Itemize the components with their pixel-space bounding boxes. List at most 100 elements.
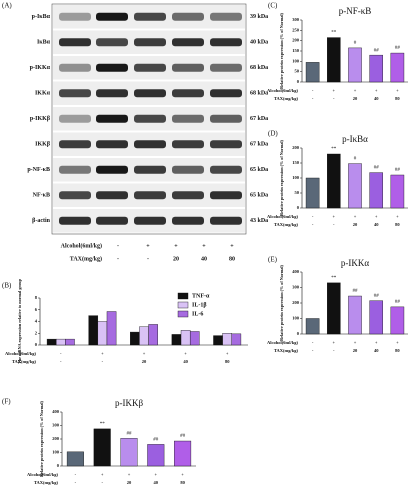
chart-title: p-IKKα [341, 258, 369, 268]
y-axis-label: Relative protein expression (% of Normal… [39, 401, 44, 477]
blot-kda: 67 kDa [250, 116, 268, 122]
condition-value: 80 [180, 480, 185, 485]
condition-value: - [312, 88, 314, 93]
condition-value: + [181, 472, 184, 477]
y-tick-label: 0 [297, 79, 300, 84]
y-tick-label: 400 [292, 269, 300, 274]
condition-label: Alcohol(6ml/kg) [27, 472, 59, 477]
blot-kda: 65 kDa [250, 167, 268, 173]
bar [348, 47, 362, 83]
bar [148, 324, 158, 346]
y-tick-label: 200 [292, 145, 300, 150]
y-tick-label: 6 [35, 307, 38, 312]
condition-value: + [396, 88, 399, 93]
bar [348, 295, 362, 335]
bar [327, 153, 341, 209]
blot-band [172, 12, 204, 21]
bar [120, 438, 138, 467]
blot-label: p-IKKα [30, 65, 51, 71]
y-tick-label: 2 [35, 330, 38, 335]
significance: ** [331, 276, 337, 281]
condition-value: - [117, 256, 119, 262]
blot-band [172, 63, 204, 72]
bar [369, 172, 383, 209]
blot-band [172, 38, 204, 47]
blot-band [134, 140, 166, 149]
condition-value: 80 [395, 222, 400, 227]
legend-swatch [177, 292, 189, 300]
blot-band [210, 114, 242, 123]
y-tick-label: 100 [292, 58, 300, 63]
panel-label: (C) [268, 2, 278, 10]
condition-label: TAX(mg/kg) [70, 255, 102, 262]
blot-kda: 67 kDa [250, 142, 268, 148]
condition-value: - [312, 348, 314, 353]
condition-value: - [312, 222, 314, 227]
blot-band [59, 114, 91, 123]
blot-band [59, 63, 91, 72]
condition-value: - [75, 472, 77, 477]
condition-value: + [143, 351, 146, 356]
condition-value: - [102, 359, 104, 364]
bar [171, 334, 182, 346]
blot-band [59, 140, 91, 149]
y-axis-label: Relative protein expression (% of Normal… [279, 265, 284, 341]
blot-band [210, 63, 242, 72]
y-tick-label: 150 [292, 160, 300, 165]
condition-value: + [174, 243, 178, 249]
blot-band [96, 165, 128, 174]
blot-band [59, 89, 91, 98]
blot-band [210, 191, 242, 200]
blot-band [210, 216, 242, 225]
condition-value: 20 [353, 348, 358, 353]
condition-value: - [147, 256, 149, 262]
significance: ## [353, 289, 359, 294]
blot-label: p-IκBα [32, 14, 51, 20]
bar [222, 333, 232, 346]
blot-label: IKKα [35, 91, 51, 97]
condition-value: - [312, 96, 314, 101]
significance: # [354, 41, 357, 46]
condition-value: 80 [395, 348, 400, 353]
condition-label: Alcohol(6ml/kg) [61, 242, 102, 249]
condition-value: + [396, 340, 399, 345]
y-tick-label: 300 [292, 17, 300, 22]
condition-value: + [375, 214, 378, 219]
condition-value: + [333, 88, 336, 93]
y-tick-label: 400 [52, 409, 60, 414]
blot-band [134, 38, 166, 47]
chart-title: p-NF-κB [339, 6, 372, 16]
significance: ** [331, 31, 337, 36]
y-tick-label: 100 [292, 316, 300, 321]
condition-label: TAX(mg/kg) [274, 222, 299, 227]
significance: # [354, 157, 357, 162]
blot-kda: 68 kDa [250, 91, 268, 97]
significance: ## [395, 168, 401, 173]
y-tick-label: 100 [52, 450, 60, 455]
condition-value: + [354, 340, 357, 345]
condition-label: TAX(mg/kg) [34, 480, 59, 485]
blot-band [59, 12, 91, 21]
blot-band [59, 216, 91, 225]
blot-band [134, 12, 166, 21]
bar [305, 62, 320, 83]
blot-label: NF-κB [33, 193, 50, 199]
blot-band [134, 114, 166, 123]
condition-value: + [354, 88, 357, 93]
y-axis-label: Relative protein expression (% of Normal… [279, 140, 284, 216]
condition-value: - [312, 214, 314, 219]
blot-band [96, 191, 128, 200]
chart-title: p-IKKβ [115, 398, 143, 408]
y-tick-label: 200 [292, 300, 300, 305]
condition-value: 40 [183, 359, 188, 364]
bar [390, 52, 405, 83]
blot-band [59, 191, 91, 200]
significance: ## [374, 294, 380, 299]
y-tick-label: 150 [292, 48, 300, 53]
condition-value: + [101, 351, 104, 356]
panel-label: (D) [268, 130, 278, 138]
condition-value: - [60, 359, 62, 364]
legend-swatch [177, 310, 189, 318]
blot-band [134, 89, 166, 98]
